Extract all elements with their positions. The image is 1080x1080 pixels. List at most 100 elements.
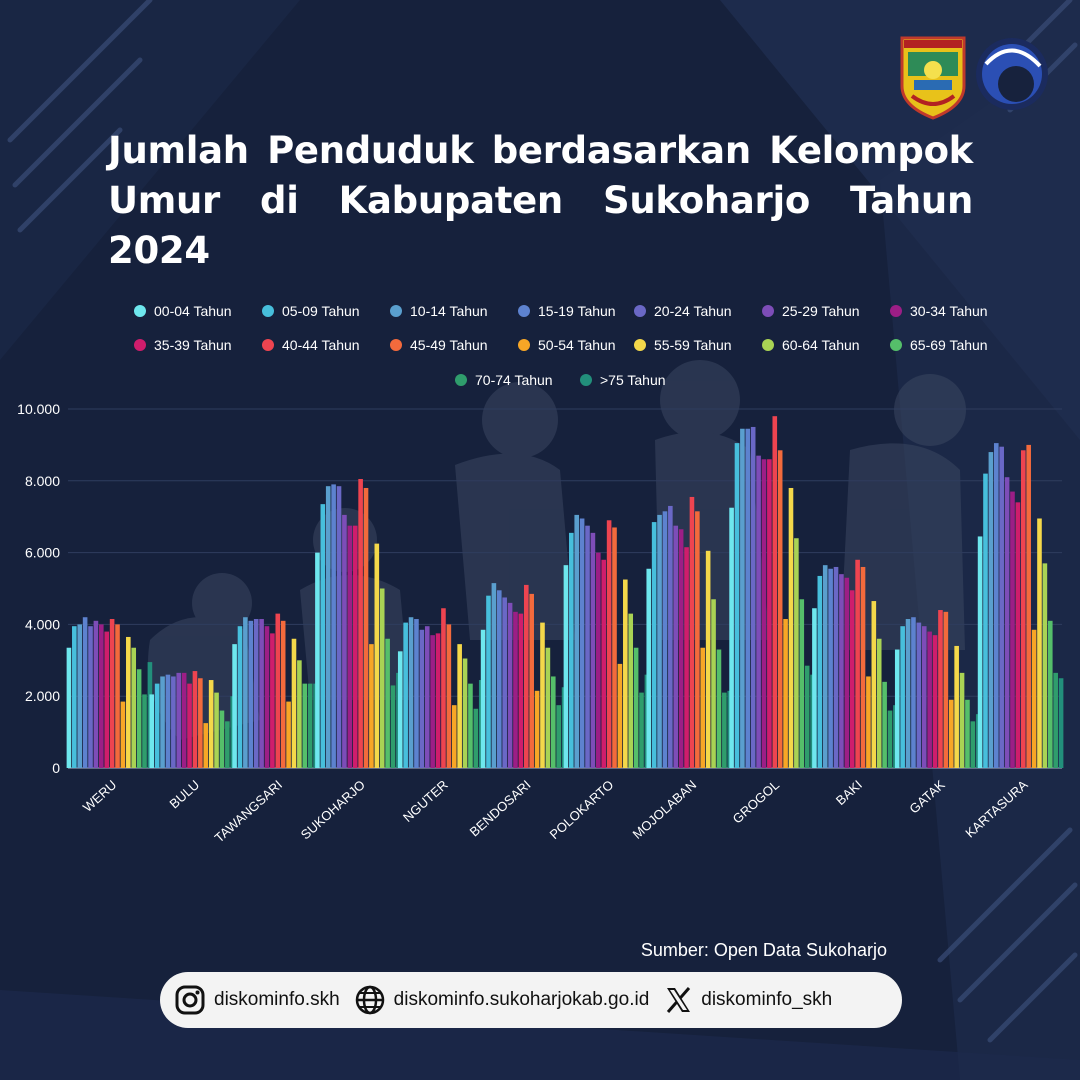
bar (585, 525, 590, 768)
bar (154, 683, 160, 768)
bar (828, 568, 833, 768)
bar (916, 622, 922, 768)
bar (342, 514, 347, 768)
bar (965, 699, 970, 768)
bar (596, 552, 601, 768)
bar (1042, 563, 1048, 768)
bar (468, 683, 473, 768)
bar (291, 638, 297, 768)
bar (999, 446, 1004, 768)
x-tick-label: SUKOHARJO (298, 777, 368, 842)
bar (120, 701, 126, 768)
x-tick-label: GATAK (906, 777, 948, 817)
y-tick-label: 0 (52, 760, 60, 776)
bar (136, 669, 142, 768)
bar (849, 590, 855, 768)
globe-icon (355, 985, 384, 1015)
website-link[interactable]: diskominfo.sukoharjokab.go.id (354, 984, 649, 1016)
bar (921, 626, 927, 768)
bar (203, 723, 209, 768)
bar (740, 428, 745, 768)
legend-label: >75 Tahun (600, 372, 666, 388)
bar (767, 459, 772, 768)
bar (473, 708, 479, 768)
legend-label: 70-74 Tahun (475, 372, 553, 388)
legend-swatch (518, 339, 530, 351)
bar (149, 694, 155, 768)
bar (639, 692, 644, 768)
bar (943, 611, 949, 768)
bar (414, 619, 419, 768)
bar (799, 599, 805, 768)
legend-swatch (518, 305, 530, 317)
bar (534, 690, 540, 768)
bar (1015, 502, 1021, 768)
y-tick-label: 6.000 (25, 545, 60, 561)
legend-label: 25-29 Tahun (782, 303, 860, 319)
bar (72, 626, 77, 768)
bar (160, 676, 165, 768)
bar (959, 672, 965, 768)
legend-swatch (634, 305, 646, 317)
bar (232, 644, 237, 768)
bar (424, 626, 430, 768)
legend-swatch (762, 305, 774, 317)
bar (804, 665, 810, 768)
bar (109, 619, 115, 768)
bar (385, 638, 390, 768)
bar (550, 676, 556, 768)
source-note: Sumber: Open Data Sukoharjo (640, 940, 887, 960)
bar (812, 608, 817, 768)
bar (756, 455, 761, 768)
instagram-link[interactable]: diskominfo.skh (174, 984, 340, 1016)
bar (954, 645, 959, 768)
bar (131, 647, 137, 768)
bar (1031, 629, 1037, 768)
x-tick-label: GROGOL (730, 777, 782, 826)
bar (187, 683, 192, 768)
bar (673, 525, 679, 768)
bar (104, 631, 110, 768)
bar (126, 636, 131, 768)
bar (882, 681, 887, 768)
legend-swatch (390, 339, 402, 351)
bar (264, 626, 270, 768)
bar (545, 647, 551, 768)
bar (911, 617, 916, 768)
bar (430, 635, 435, 768)
bar (745, 428, 751, 768)
bar (331, 484, 336, 768)
bar (970, 721, 976, 768)
bar (900, 626, 905, 768)
bar (336, 486, 342, 768)
x-link[interactable]: diskominfo_skh (663, 985, 832, 1015)
bar (462, 658, 468, 768)
bar (574, 514, 580, 768)
bar (684, 547, 689, 768)
bar (208, 680, 214, 768)
bar (887, 710, 893, 768)
bar (540, 622, 545, 768)
population-bar-chart: 0 2.000 4.000 6.000 8.000 10.000 00-04 Tahun 05… (17, 303, 1064, 845)
bar (646, 568, 652, 768)
bar (270, 633, 275, 768)
logos (900, 36, 1050, 120)
kominfo-logo-icon (976, 38, 1048, 110)
bar (866, 676, 871, 768)
bar (419, 629, 425, 768)
bar (1004, 477, 1010, 768)
bar (705, 550, 711, 768)
bar (844, 577, 850, 768)
infographic-title: Jumlah Penduduk berdasarkan Kelompok Umu… (108, 129, 973, 272)
legend-label: 40-44 Tahun (282, 337, 360, 353)
bar (363, 487, 369, 768)
x-tick-label: BULU (166, 777, 202, 811)
instagram-handle: diskominfo.skh (214, 989, 340, 1010)
legend-label: 30-34 Tahun (910, 303, 988, 319)
bar (871, 601, 877, 768)
bar (66, 647, 72, 768)
bar (347, 525, 353, 768)
bar (243, 617, 248, 768)
bar (700, 647, 706, 768)
bar (590, 532, 596, 768)
